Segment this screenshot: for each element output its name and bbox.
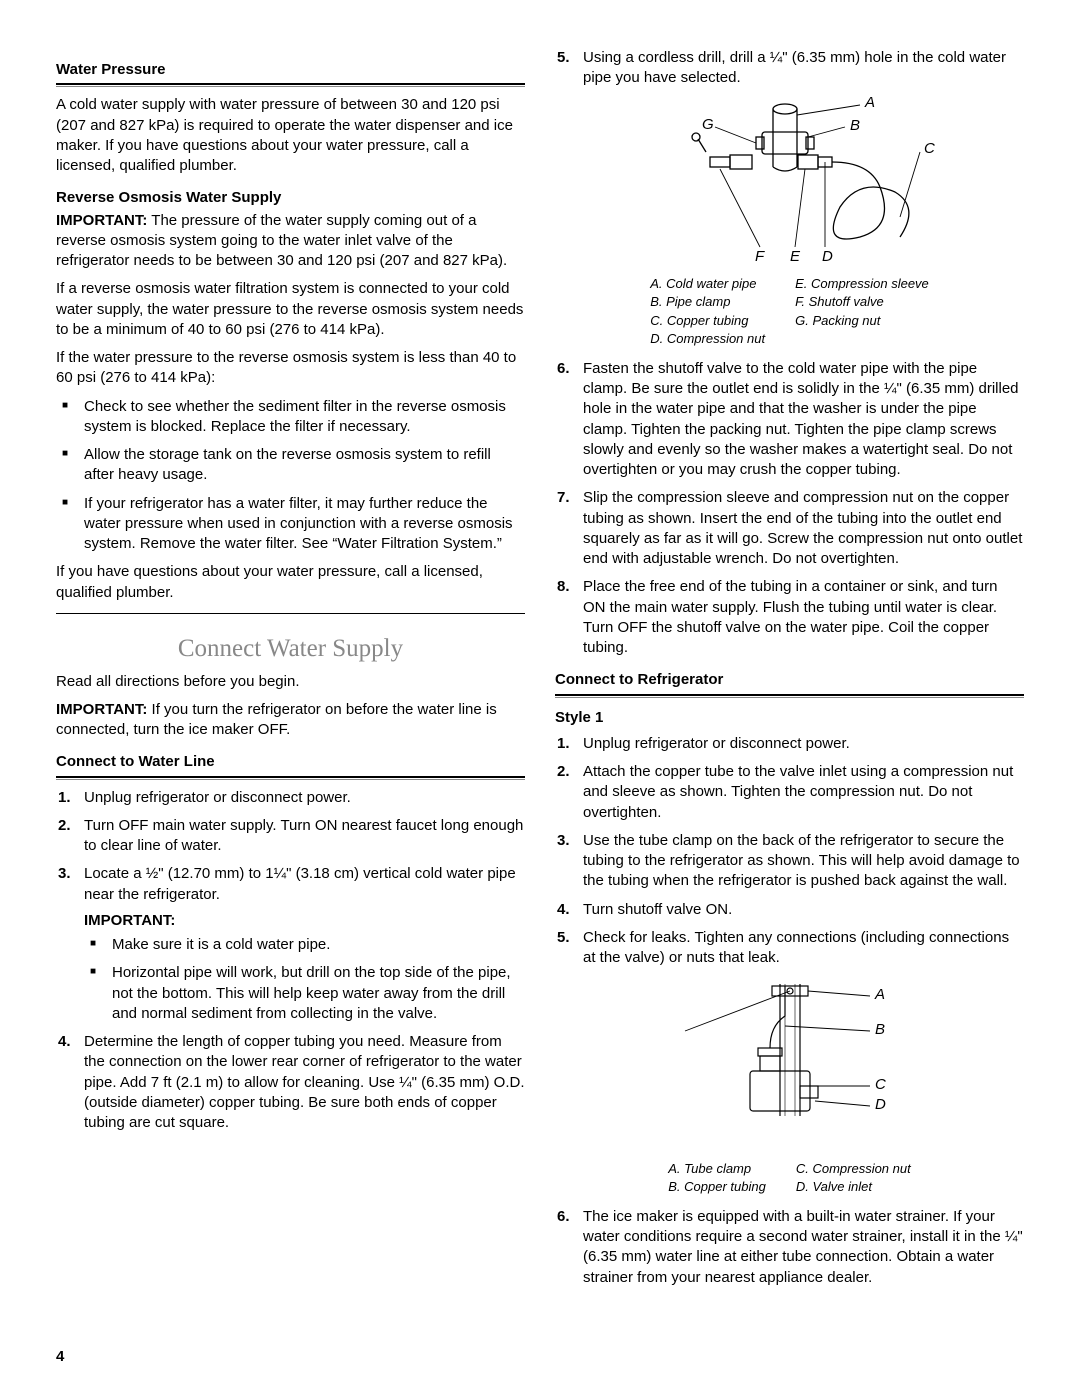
list-item: Make sure it is a cold water pipe. xyxy=(112,935,525,955)
list-item: Check to see whether the sediment filter… xyxy=(84,397,525,438)
list-item: 3.Locate a ½" (12.70 mm) to 1¼" (3.18 cm… xyxy=(84,864,525,1024)
inner-bullet-list: Make sure it is a cold water pipe. Horiz… xyxy=(84,935,525,1024)
legend-item: C. Copper tubing xyxy=(650,312,765,330)
svg-text:B: B xyxy=(850,117,860,134)
legend-item: F. Shutoff valve xyxy=(795,293,929,311)
page-number: 4 xyxy=(56,1347,64,1367)
legend-item: E. Compression sleeve xyxy=(795,275,929,293)
step-text: Determine the length of copper tubing yo… xyxy=(84,1033,525,1131)
step-text: Fasten the shutoff valve to the cold wat… xyxy=(583,360,1019,478)
legend-item: D. Valve inlet xyxy=(796,1178,911,1196)
rule xyxy=(555,694,1024,698)
list-item: 2.Turn OFF main water supply. Turn ON ne… xyxy=(84,816,525,857)
numbered-list: 6.Fasten the shutoff valve to the cold w… xyxy=(555,359,1024,659)
list-item: 8.Place the free end of the tubing in a … xyxy=(583,577,1024,658)
step-text: Place the free end of the tubing in a co… xyxy=(583,578,997,656)
figure-refrigerator-valve: A B C D xyxy=(555,976,1024,1157)
list-item: 1.Unplug refrigerator or disconnect powe… xyxy=(583,734,1024,754)
step-text: Unplug refrigerator or disconnect power. xyxy=(583,735,850,752)
legend-item: D. Compression nut xyxy=(650,330,765,348)
svg-text:A: A xyxy=(864,97,875,111)
legend-item: A. Tube clamp xyxy=(668,1160,766,1178)
list-item: 5.Using a cordless drill, drill a ¼" (6.… xyxy=(583,48,1024,89)
heading-connect-fridge: Connect to Refrigerator xyxy=(555,670,1024,690)
page-columns: Water Pressure A cold water supply with … xyxy=(56,48,1024,1296)
para: If you have questions about your water p… xyxy=(56,562,525,603)
step-text: Unplug refrigerator or disconnect power. xyxy=(84,789,351,806)
para: Read all directions before you begin. xyxy=(56,672,525,692)
step-text: Attach the copper tube to the valve inle… xyxy=(583,763,1013,821)
heading-ro: Reverse Osmosis Water Supply xyxy=(56,188,525,208)
rule xyxy=(56,776,525,780)
list-item: 3.Use the tube clamp on the back of the … xyxy=(583,831,1024,892)
legend-item: G. Packing nut xyxy=(795,312,929,330)
left-column: Water Pressure A cold water supply with … xyxy=(56,48,525,1296)
step-text: Check for leaks. Tighten any connections… xyxy=(583,929,1009,966)
para: IMPORTANT: If you turn the refrigerator … xyxy=(56,700,525,741)
list-item: Horizontal pipe will work, but drill on … xyxy=(112,963,525,1024)
heading-water-pressure: Water Pressure xyxy=(56,60,525,80)
svg-text:C: C xyxy=(875,1076,886,1093)
para: IMPORTANT: The pressure of the water sup… xyxy=(56,211,525,272)
para: If a reverse osmosis water filtration sy… xyxy=(56,279,525,340)
step-text: Turn shutoff valve ON. xyxy=(583,901,732,918)
right-column: 5.Using a cordless drill, drill a ¼" (6.… xyxy=(555,48,1024,1296)
legend-item: C. Compression nut xyxy=(796,1160,911,1178)
style-heading: Style 1 xyxy=(555,708,1024,728)
svg-text:B: B xyxy=(875,1021,885,1038)
svg-text:D: D xyxy=(875,1096,886,1113)
legend-item: B. Pipe clamp xyxy=(650,293,765,311)
list-item: 7.Slip the compression sleeve and compre… xyxy=(583,488,1024,569)
list-item: 4.Determine the length of copper tubing … xyxy=(84,1032,525,1133)
svg-text:D: D xyxy=(822,248,833,265)
list-item: 5.Check for leaks. Tighten any connectio… xyxy=(583,928,1024,969)
step-text: Turn OFF main water supply. Turn ON near… xyxy=(84,817,523,854)
numbered-list: 5.Using a cordless drill, drill a ¼" (6.… xyxy=(555,48,1024,89)
para: A cold water supply with water pressure … xyxy=(56,95,525,176)
svg-text:A: A xyxy=(874,986,885,1003)
important-label: IMPORTANT: xyxy=(56,701,147,718)
figure-legend: A. Tube clamp B. Copper tubing C. Compre… xyxy=(555,1160,1024,1197)
list-item: Allow the storage tank on the reverse os… xyxy=(84,445,525,486)
list-item: 1.Unplug refrigerator or disconnect powe… xyxy=(84,788,525,808)
numbered-list: 1.Unplug refrigerator or disconnect powe… xyxy=(56,788,525,1134)
list-item: 4.Turn shutoff valve ON. xyxy=(583,900,1024,920)
divider xyxy=(56,613,525,614)
list-item: 6.Fasten the shutoff valve to the cold w… xyxy=(583,359,1024,481)
step-text: Locate a ½" (12.70 mm) to 1¼" (3.18 cm) … xyxy=(84,865,516,902)
heading-connect-line: Connect to Water Line xyxy=(56,752,525,772)
svg-text:C: C xyxy=(924,140,935,157)
inner-important: IMPORTANT: xyxy=(84,911,525,931)
svg-text:F: F xyxy=(755,248,765,265)
list-item: 2.Attach the copper tube to the valve in… xyxy=(583,762,1024,823)
numbered-list: 6.The ice maker is equipped with a built… xyxy=(555,1207,1024,1288)
numbered-list: 1.Unplug refrigerator or disconnect powe… xyxy=(555,734,1024,969)
step-text: Use the tube clamp on the back of the re… xyxy=(583,832,1020,890)
svg-text:G: G xyxy=(702,116,714,133)
list-item: If your refrigerator has a water filter,… xyxy=(84,494,525,555)
svg-text:E: E xyxy=(790,248,801,265)
figure-valve-assembly: A B C D E F G xyxy=(555,97,1024,273)
figure-legend: A. Cold water pipe B. Pipe clamp C. Copp… xyxy=(555,275,1024,349)
step-text: Slip the compression sleeve and compress… xyxy=(583,489,1022,567)
rule xyxy=(56,83,525,87)
legend-item: B. Copper tubing xyxy=(668,1178,766,1196)
step-text: The ice maker is equipped with a built-i… xyxy=(583,1208,1023,1286)
section-title: Connect Water Supply xyxy=(56,632,525,666)
bullet-list: Check to see whether the sediment filter… xyxy=(56,397,525,555)
para: If the water pressure to the reverse osm… xyxy=(56,348,525,389)
step-text: Using a cordless drill, drill a ¼" (6.35… xyxy=(583,49,1006,86)
list-item: 6.The ice maker is equipped with a built… xyxy=(583,1207,1024,1288)
important-label: IMPORTANT: xyxy=(56,212,147,229)
legend-item: A. Cold water pipe xyxy=(650,275,765,293)
